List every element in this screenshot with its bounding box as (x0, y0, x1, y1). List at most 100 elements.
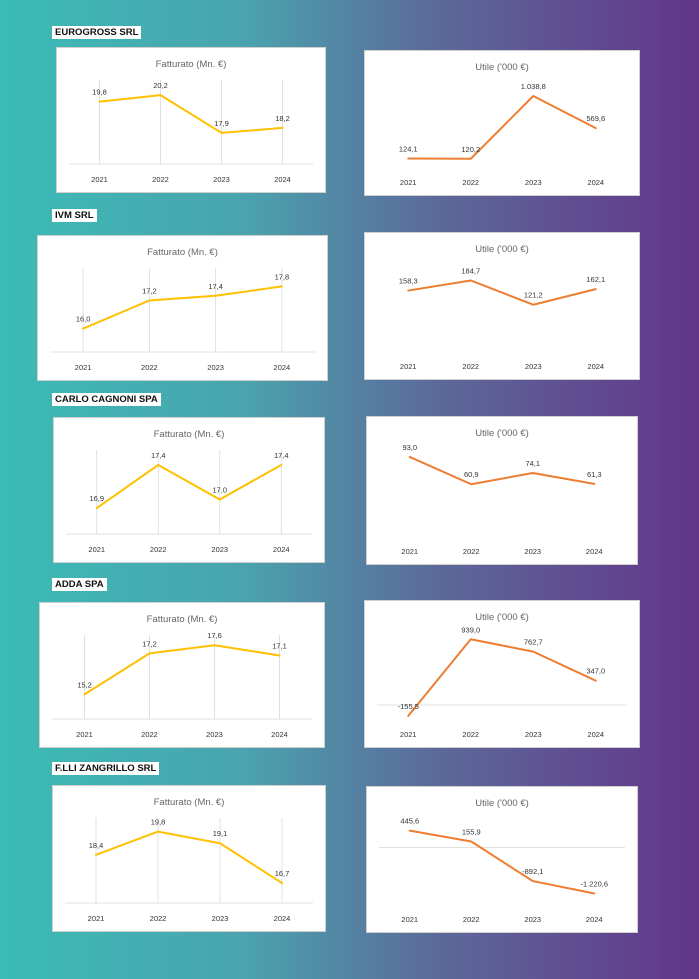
data-label: 60,9 (464, 470, 479, 479)
company-label: CARLO CAGNONI SPA (52, 393, 161, 406)
x-tick-label: 2023 (525, 178, 542, 187)
x-tick-label: 2022 (141, 730, 158, 739)
chart-svg: Fatturato (Mn. €) 15,2 2021 17,2 2022 17,6 202… (52, 614, 312, 739)
x-tick-label: 2024 (586, 915, 603, 924)
chart-title: Utile ('000 €) (475, 62, 529, 73)
series-line (407, 638, 597, 717)
profit-chart: Utile ('000 €) -155,5 2021 939,0 2022 762,7 20… (364, 600, 640, 748)
data-label: 16,0 (76, 315, 91, 324)
data-label: 158,3 (399, 277, 418, 286)
series-line (407, 95, 597, 160)
chart-title: Fatturato (Mn. €) (156, 59, 227, 70)
x-tick-label: 2022 (462, 362, 479, 371)
data-label: 15,2 (77, 680, 92, 689)
data-label: 19,8 (92, 88, 107, 97)
x-tick-label: 2023 (207, 363, 224, 372)
data-label: 184,7 (461, 266, 480, 275)
company-label: ADDA SPA (52, 578, 107, 591)
data-label: -155,5 (398, 702, 419, 711)
data-label: 74,1 (525, 459, 540, 468)
profit-chart: Utile ('000 €) 445,6 2021 155,9 2022 -892,1 20… (366, 786, 638, 933)
x-tick-label: 2022 (141, 363, 158, 372)
data-label: 17,6 (207, 631, 222, 640)
chart-svg: Utile ('000 €) -155,5 2021 939,0 2022 762,7 20… (377, 612, 627, 739)
data-label: 93,0 (402, 443, 417, 452)
chart-svg: Fatturato (Mn. €) 18,4 2021 19,8 2022 19,1 202… (65, 797, 313, 923)
x-tick-label: 2022 (152, 175, 169, 184)
x-tick-label: 2022 (150, 914, 167, 923)
data-label: 762,7 (524, 638, 543, 647)
x-tick-label: 2024 (587, 178, 604, 187)
x-tick-label: 2022 (462, 730, 479, 739)
x-tick-label: 2023 (212, 914, 229, 923)
x-tick-label: 2021 (401, 547, 418, 556)
x-tick-label: 2023 (206, 730, 223, 739)
data-label: -1.220,6 (580, 879, 608, 888)
chart-title: Fatturato (Mn. €) (154, 429, 225, 440)
chart-svg: Utile ('000 €) 158,3 2021 184,7 2022 121,2 202… (399, 244, 605, 371)
chart-svg: Utile ('000 €) 445,6 2021 155,9 2022 -892,1 20… (379, 798, 625, 924)
revenue-chart: Fatturato (Mn. €) 19,8 2021 20,2 2022 17,9 202… (56, 47, 326, 193)
data-label: 121,2 (524, 291, 543, 300)
chart-svg: Utile ('000 €) 93,0 2021 60,9 2022 74,1 2023 61… (401, 428, 602, 556)
series-line (95, 830, 283, 885)
x-tick-label: 2023 (524, 547, 541, 556)
x-tick-label: 2023 (525, 730, 542, 739)
x-tick-label: 2024 (273, 545, 290, 554)
data-label: 19,1 (213, 829, 228, 838)
x-tick-label: 2022 (463, 547, 480, 556)
x-tick-label: 2024 (274, 175, 291, 184)
chart-title: Utile ('000 €) (475, 798, 529, 809)
series-line (408, 455, 596, 486)
data-label: 569,6 (586, 114, 605, 123)
data-label: 18,2 (275, 114, 290, 123)
profit-chart: Utile ('000 €) 158,3 2021 184,7 2022 121,2 202… (364, 232, 640, 380)
data-label: 17,9 (214, 119, 229, 128)
data-label: 120,2 (461, 145, 480, 154)
data-label: 19,8 (151, 818, 166, 827)
revenue-chart: Fatturato (Mn. €) 16,0 2021 17,2 2022 17,4 202… (37, 235, 328, 381)
data-label: 1.038,8 (521, 82, 546, 91)
data-label: 939,0 (461, 625, 480, 634)
x-tick-label: 2024 (274, 914, 291, 923)
revenue-chart: Fatturato (Mn. €) 16,9 2021 17,4 2022 17,0 202… (53, 417, 325, 563)
x-tick-label: 2023 (211, 545, 228, 554)
x-tick-label: 2021 (401, 915, 418, 924)
x-tick-label: 2021 (400, 178, 417, 187)
series-line (408, 829, 596, 895)
series-line (82, 285, 283, 330)
x-tick-label: 2021 (88, 545, 105, 554)
chart-svg: Fatturato (Mn. €) 16,0 2021 17,2 2022 17,4 202… (50, 247, 315, 372)
x-tick-label: 2022 (463, 915, 480, 924)
revenue-chart: Fatturato (Mn. €) 18,4 2021 19,8 2022 19,1 202… (52, 785, 326, 932)
chart-title: Utile ('000 €) (475, 244, 529, 255)
series-line (98, 94, 284, 134)
data-label: 17,1 (272, 641, 287, 650)
data-label: 162,1 (586, 275, 605, 284)
series-line (83, 644, 281, 696)
x-tick-label: 2024 (587, 362, 604, 371)
x-tick-label: 2023 (525, 362, 542, 371)
chart-title: Fatturato (Mn. €) (154, 797, 225, 808)
data-label: 17,2 (142, 639, 157, 648)
x-tick-label: 2024 (587, 730, 604, 739)
chart-title: Fatturato (Mn. €) (147, 614, 218, 625)
chart-svg: Fatturato (Mn. €) 19,8 2021 20,2 2022 17,9 202… (69, 59, 313, 184)
chart-svg: Fatturato (Mn. €) 16,9 2021 17,4 2022 17,0 202… (66, 429, 312, 554)
company-label: IVM SRL (52, 209, 97, 222)
chart-svg: Utile ('000 €) 124,1 2021 120,2 2022 1.038,8 2… (399, 62, 605, 187)
data-label: 17,0 (212, 485, 227, 494)
x-tick-label: 2021 (400, 730, 417, 739)
data-label: 445,6 (400, 817, 419, 826)
chart-title: Fatturato (Mn. €) (147, 247, 218, 258)
data-label: -892,1 (522, 867, 543, 876)
series-line (95, 463, 283, 510)
data-label: 18,4 (89, 841, 104, 850)
data-label: 17,4 (274, 451, 289, 460)
data-label: 17,8 (275, 272, 290, 281)
x-tick-label: 2022 (150, 545, 167, 554)
data-label: 124,1 (399, 145, 418, 154)
x-tick-label: 2021 (75, 363, 92, 372)
chart-title: Utile ('000 €) (475, 612, 529, 623)
company-label: F.LLI ZANGRILLO SRL (52, 762, 160, 775)
